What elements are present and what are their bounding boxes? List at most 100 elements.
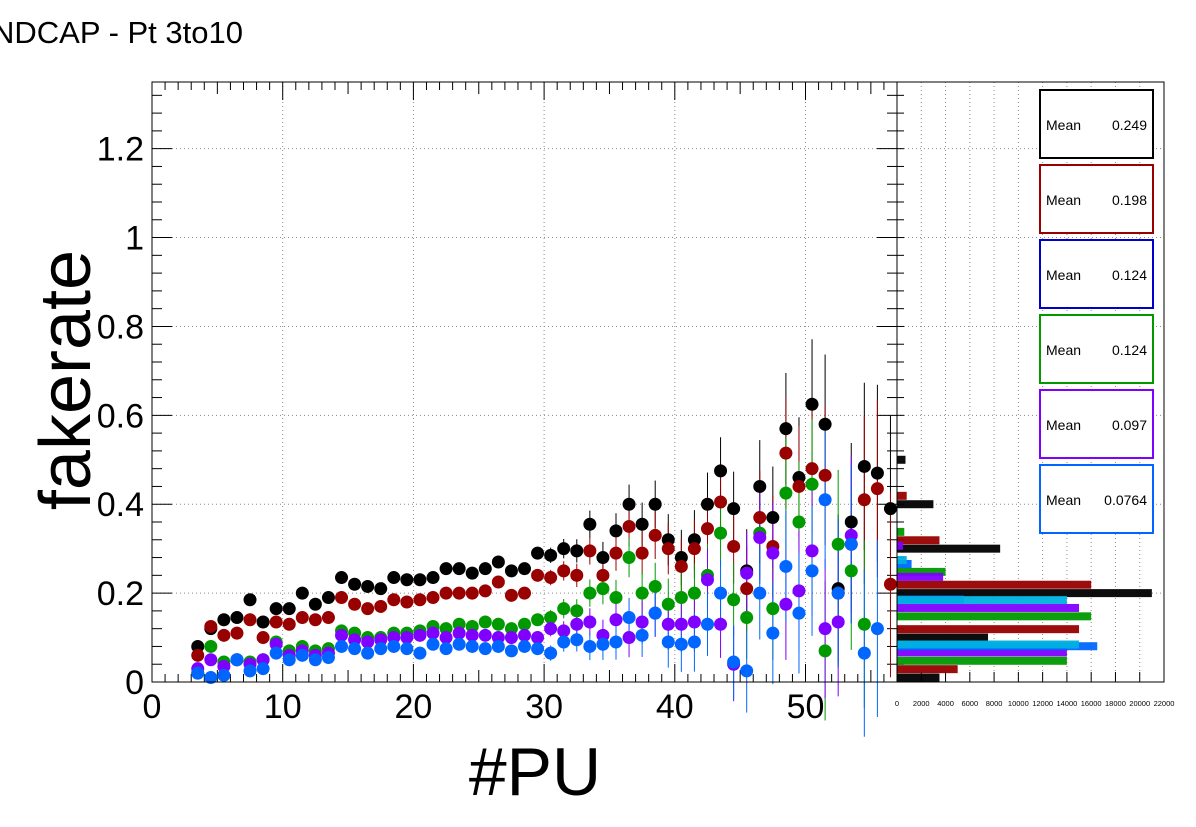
data-point [348,577,362,591]
data-point [844,515,858,529]
data-point [622,611,636,625]
data-point [387,631,401,645]
data-point [413,573,427,587]
data-point [426,591,440,605]
x-tick-labels: 0 10 20 30 40 50 [143,688,825,726]
y-axis-title: fakerate [26,250,106,510]
data-point [544,611,558,625]
data-point [583,517,597,531]
x-tick-label: 30 [525,688,563,726]
data-point [387,571,401,585]
data-point [308,653,322,667]
data-point [727,655,741,669]
data-point [857,617,871,631]
data-point [674,617,688,631]
data-point [269,637,283,651]
side-plot-frame [896,81,1165,683]
data-point [191,648,205,662]
data-point [204,619,218,633]
data-point [805,462,819,476]
data-point [661,617,675,631]
data-point [570,617,584,631]
data-point [779,559,793,573]
data-point [335,591,349,605]
data-point [805,564,819,578]
data-point [792,606,806,620]
data-point [348,633,362,647]
data-point [439,562,453,576]
data-point [374,599,388,613]
data-point [400,573,414,587]
side-histogram-bar [897,556,907,565]
data-point [818,468,832,482]
data-point [648,606,662,620]
chart-title: NDCAP - Pt 3to10 [0,15,243,50]
stat-box-label: Mean [1046,192,1081,208]
data-point [596,582,610,596]
data-point [648,579,662,593]
data-point [700,497,714,511]
data-point [779,597,793,611]
data-point [518,617,531,631]
data-point [648,528,662,542]
side-histogram-bar [897,640,1080,649]
data-point [204,671,218,685]
data-point [230,626,244,640]
data-point [374,582,388,596]
data-point [766,602,780,616]
data-point [805,477,819,491]
side-histogram-bar [897,603,1080,612]
data-point [439,622,453,636]
data-point [374,633,388,647]
stat-box-label: Mean [1046,342,1081,358]
data-point [792,471,806,485]
data-point [779,422,793,436]
side-histogram-bar [897,491,907,500]
data-point [243,664,257,678]
data-point [230,611,244,625]
side-histogram-bar [897,527,905,536]
side-x-tick-label: 14000 [1056,699,1077,708]
data-point [674,637,688,651]
data-point [687,586,701,600]
data-point [426,571,440,585]
y-tick-label: 0.8 [97,308,144,346]
x-tick-label: 0 [143,688,162,726]
data-point [491,639,505,653]
data-point [504,564,518,578]
data-point [321,591,335,605]
data-point [557,564,571,578]
data-point [714,586,728,600]
y-tick-label: 0.4 [97,486,144,524]
side-histogram-bar [897,544,1001,553]
data-point [609,546,623,560]
data-point [387,639,401,653]
y-tick-label: 1.2 [97,131,144,169]
data-point [570,633,584,647]
data-point [439,642,453,656]
data-point [256,653,270,667]
data-point [622,497,636,511]
data-point [844,564,858,578]
stat-box [1039,164,1154,234]
side-x-tick-label: 16000 [1081,699,1102,708]
data-point [544,622,558,636]
data-point [504,588,518,602]
data-point [308,613,322,627]
side-histogram-bar [897,633,989,642]
data-point [674,559,688,573]
data-point [243,593,257,607]
data-point [805,397,819,411]
side-histogram-bar [897,455,906,464]
data-point [766,546,780,560]
data-point [727,539,741,553]
data-point [217,659,231,673]
data-point [648,497,662,511]
side-histogram-bar [897,648,1067,657]
stat-box [1039,239,1154,309]
data-point [661,635,675,649]
data-point [321,611,335,625]
data-point [687,615,701,629]
data-point [191,666,205,680]
data-point [596,628,610,642]
